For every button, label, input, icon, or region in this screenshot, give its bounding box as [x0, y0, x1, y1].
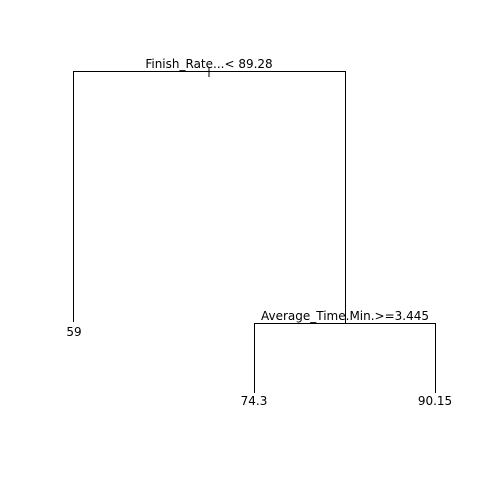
leaf-value-right-right: 90.15 — [418, 394, 452, 408]
leaf-value-left: 59 — [66, 325, 81, 339]
leaf-value-right-left: 74.3 — [241, 394, 268, 408]
second-split-label: Average_Time.Min.>=3.445 — [261, 309, 429, 323]
root-split-label: Finish_Rate...< 89.28 — [145, 57, 272, 71]
